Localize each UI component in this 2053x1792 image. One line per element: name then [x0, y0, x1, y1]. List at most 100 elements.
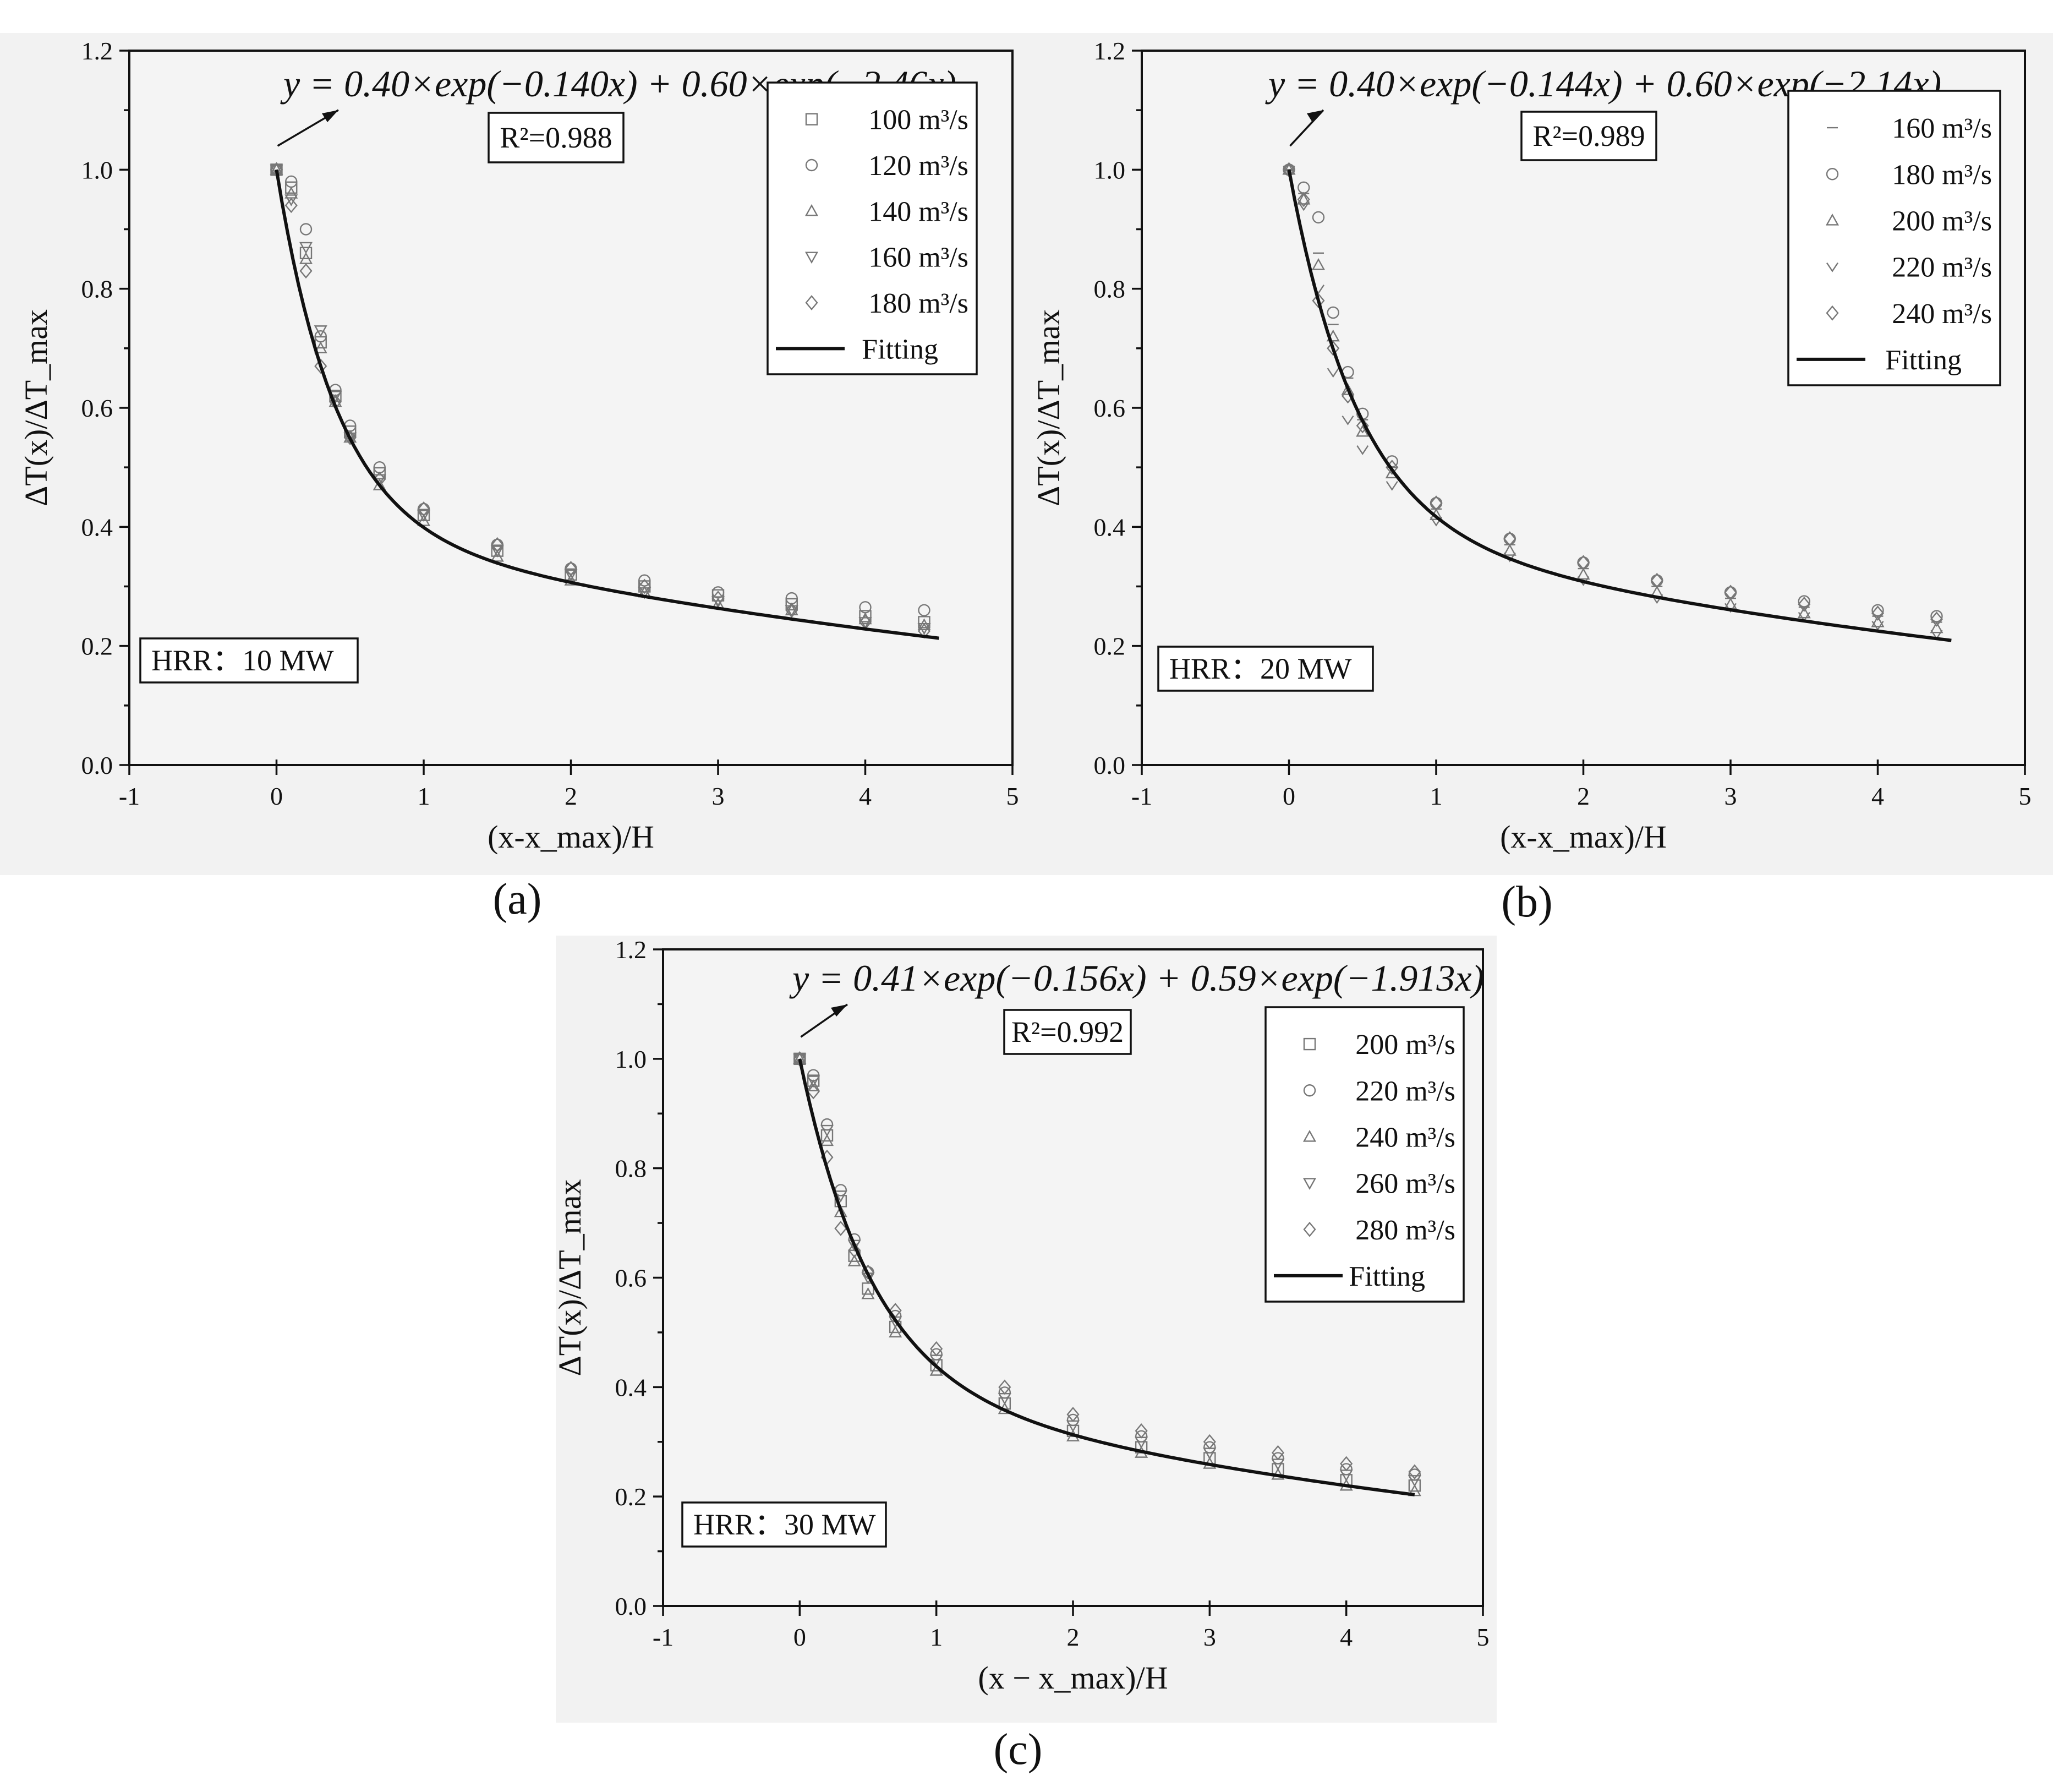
data-point — [417, 514, 431, 526]
data-point — [1356, 445, 1369, 455]
x-axis-label: (x − x_max)/H — [978, 1660, 1168, 1696]
data-point — [299, 242, 313, 254]
y-tick-label: 0.0 — [615, 1592, 647, 1620]
data-point — [1311, 258, 1326, 270]
fitting-curve — [275, 169, 939, 640]
data-point — [1576, 555, 1590, 571]
y-tick-label: 0.8 — [1094, 275, 1126, 303]
legend-box — [1264, 1006, 1465, 1303]
data-point — [834, 1190, 847, 1203]
legend-label: 180 m³/s — [868, 288, 968, 319]
data-point — [1871, 605, 1885, 621]
legend: 200 m³/s 220 m³/s 240 m³/s 260 m³/s 280 m³/s… — [1264, 1006, 1465, 1303]
legend-label: 260 m³/s — [1355, 1168, 1455, 1200]
x-tick-label: 4 — [1871, 782, 1884, 810]
data-point — [859, 610, 872, 622]
data-point — [314, 341, 327, 354]
data-point — [1297, 192, 1311, 205]
data-point — [638, 587, 652, 599]
legend-label: 240 m³/s — [1892, 298, 1992, 330]
legend-fit-label: Fitting — [1349, 1261, 1425, 1292]
data-point — [1066, 1407, 1080, 1422]
data-point — [564, 561, 578, 576]
legend-marker — [1302, 1129, 1317, 1142]
data-point — [1342, 415, 1354, 425]
hrr-label: HRR：10 MW — [151, 644, 334, 677]
y-tick-label: 1.2 — [615, 936, 647, 964]
data-point — [820, 1118, 834, 1131]
legend-label: 200 m³/s — [1355, 1029, 1455, 1061]
data-point — [343, 430, 357, 445]
y-axis-ticks: 0.0 0.2 0.4 0.6 0.8 1.0 1.2 — [615, 936, 663, 1620]
x-tick-label: -1 — [119, 782, 140, 810]
legend-box — [1787, 90, 2001, 386]
x-tick-label: 3 — [1203, 1623, 1216, 1651]
x-tick-label: 1 — [418, 782, 430, 810]
data-point — [1503, 544, 1517, 556]
hrr-label: HRR：30 MW — [693, 1508, 876, 1541]
data-point — [834, 1205, 847, 1217]
panel-caption: (a) — [493, 875, 542, 924]
chart-panel-b: -1 0 1 2 3 4 5 0.0 0.2 0.4 0.6 0.8 1.0 1.2 (x-x_max)/H… — [1023, 33, 2053, 926]
y-tick-label: 0.4 — [81, 513, 113, 541]
y-tick-label: 1.2 — [1094, 37, 1126, 65]
data-point — [1340, 1456, 1353, 1472]
data-point — [889, 1325, 902, 1338]
data-point — [284, 194, 298, 206]
y-tick-label: 0.2 — [1094, 632, 1126, 660]
data-point — [490, 549, 504, 562]
legend-marker — [805, 159, 818, 172]
data-point — [793, 1053, 807, 1066]
r2-box — [1003, 1009, 1132, 1055]
data-point — [564, 569, 578, 582]
legend-fit-label: Fitting — [1885, 345, 1962, 376]
legend-label: 120 m³/s — [868, 150, 968, 182]
y-axis-label: ΔT(x)/ΔT_max — [18, 309, 54, 506]
legend: 160 m³/s 180 m³/s 200 m³/s 220 m³/s 240 m³/s… — [1787, 90, 2001, 386]
legend-marker — [1826, 262, 1838, 272]
data-point — [1203, 1441, 1216, 1454]
data-point — [918, 604, 930, 616]
data-point — [1135, 1423, 1148, 1439]
data-point — [807, 1079, 820, 1091]
y-tick-label: 1.0 — [81, 156, 113, 184]
legend-label: 220 m³/s — [1892, 252, 1992, 283]
x-tick-label: 5 — [2019, 782, 2032, 810]
legend-marker — [1826, 305, 1839, 321]
data-point — [1386, 480, 1398, 491]
data-point — [1576, 567, 1590, 580]
data-point — [847, 1239, 861, 1252]
data-point — [314, 358, 327, 374]
y-tick-label: 1.0 — [615, 1045, 647, 1073]
series-5 — [270, 162, 931, 639]
y-axis-ticks: 0.0 0.2 0.4 0.6 0.8 1.0 1.2 — [1094, 37, 1142, 779]
x-tick-label: -1 — [1131, 782, 1152, 810]
y-tick-label: 0.6 — [1094, 394, 1126, 422]
legend-marker — [1303, 1221, 1316, 1237]
legend-label: 280 m³/s — [1355, 1215, 1455, 1246]
arrow-head — [322, 110, 338, 122]
r2-value: R²=0.988 — [500, 121, 612, 154]
data-series — [270, 162, 931, 639]
data-point — [1297, 192, 1310, 207]
y-tick-label: 0.6 — [81, 394, 113, 422]
x-tick-label: 3 — [1724, 782, 1737, 810]
fitting-curve — [1287, 169, 1952, 642]
legend-marker — [1303, 1037, 1316, 1051]
y-axis-ticks: 0.0 0.2 0.4 0.6 0.8 1.0 1.2 — [81, 37, 129, 779]
x-tick-label: 2 — [1577, 782, 1590, 810]
data-point — [834, 1221, 847, 1236]
data-point — [1430, 495, 1443, 511]
data-point — [1327, 306, 1339, 319]
y-tick-label: 1.2 — [81, 37, 113, 65]
plot-frame — [1141, 50, 2026, 766]
legend: 100 m³/s 120 m³/s 140 m³/s 160 m³/s 180 m³/s… — [767, 81, 978, 375]
legend-marker — [1825, 213, 1840, 226]
legend-label: 140 m³/s — [868, 196, 968, 227]
data-point — [1724, 584, 1737, 600]
data-point — [1798, 597, 1811, 612]
legend-marker — [1303, 1084, 1316, 1097]
x-tick-label: 5 — [1006, 782, 1019, 810]
y-tick-label: 0.0 — [1094, 751, 1126, 779]
